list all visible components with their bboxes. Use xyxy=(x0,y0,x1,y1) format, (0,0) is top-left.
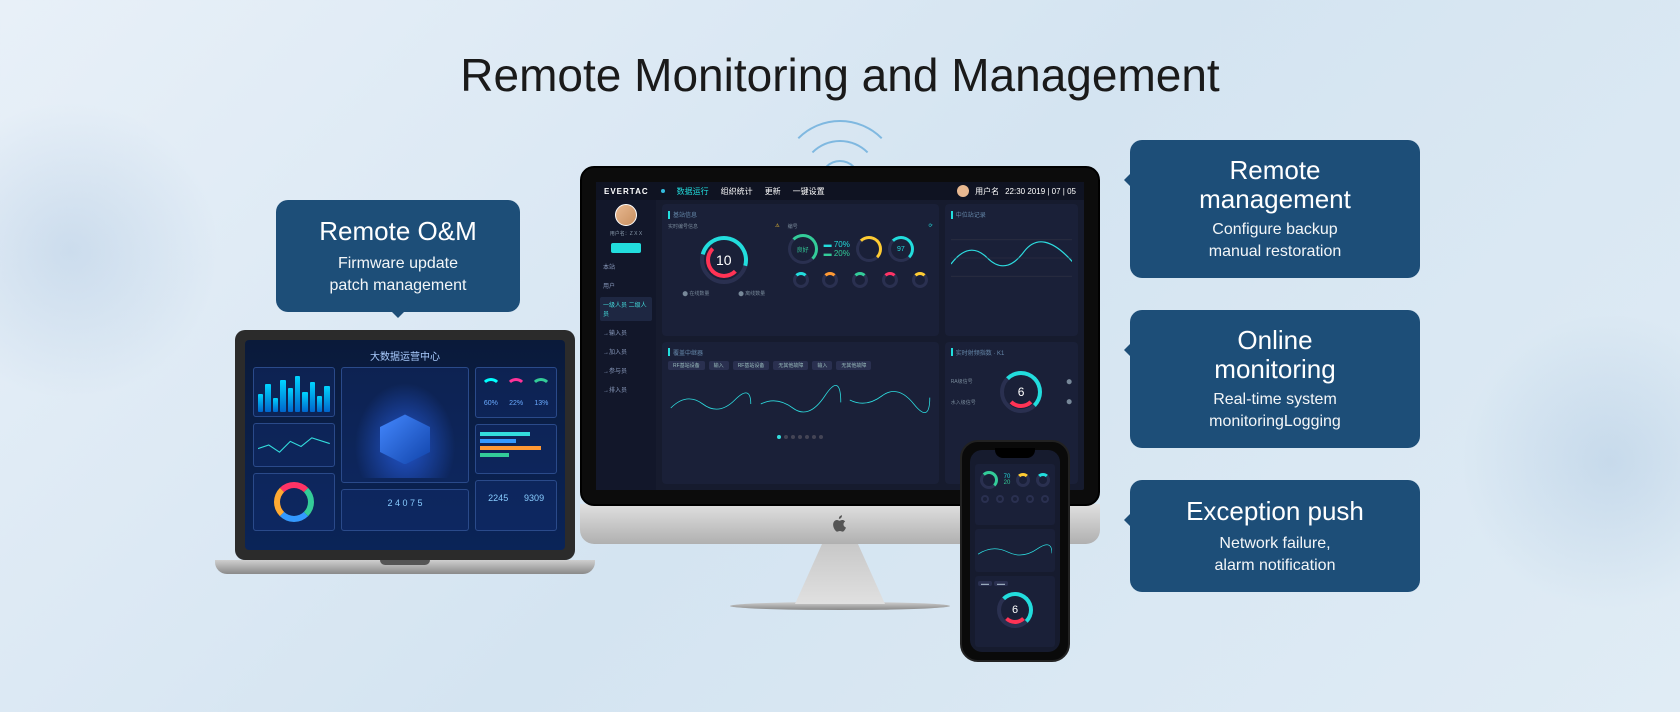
laptop-bar-chart xyxy=(253,367,335,417)
callout-title: Onlinemonitoring xyxy=(1154,326,1396,383)
laptop-line-chart xyxy=(253,423,335,467)
panel-title: 中位站记录 xyxy=(951,210,1072,219)
panel-title: 覆盖中继器 xyxy=(668,348,933,357)
nav-item[interactable]: 一键设置 xyxy=(793,186,825,197)
user-avatar-icon[interactable] xyxy=(957,185,969,197)
panel-repeater: 覆盖中继器 RF基站设备 输入 RF基站设备 无其他故障 输入 无其他故障 xyxy=(662,342,939,484)
tab-button[interactable]: 输入 xyxy=(812,361,832,370)
iphone-gauge: 6 xyxy=(997,592,1033,628)
laptop-center-viz xyxy=(341,367,469,483)
callout-title: Remotemanagement xyxy=(1154,156,1396,213)
callout-remote-management: Remotemanagement Configure backup manual… xyxy=(1130,140,1420,278)
callout-exception-push: Exception push Network failure, alarm no… xyxy=(1130,480,1420,592)
sidebar-username: 用户名：Z X X xyxy=(610,230,643,237)
tab-button[interactable]: RF基站设备 xyxy=(668,361,705,370)
tab-button[interactable]: RF基站设备 xyxy=(733,361,770,370)
panel-title: 基站信息 xyxy=(668,210,933,219)
header-user: 用户名 xyxy=(975,186,999,197)
iphone-panel-top: 7020 xyxy=(975,464,1055,525)
sidebar-avatar[interactable] xyxy=(615,204,637,226)
dashboard-sidebar: 用户名：Z X X 本站 用户 一级人员 二级人员 →输入员 →加入员 →参与员… xyxy=(596,182,656,490)
nav-item[interactable]: 数据运行 xyxy=(677,186,709,197)
sidebar-item[interactable]: →排入员 xyxy=(600,382,652,397)
callout-sub: Network failure, alarm notification xyxy=(1154,533,1396,576)
sidebar-item[interactable]: 用户 xyxy=(600,278,652,293)
pager-dots[interactable] xyxy=(668,435,933,439)
panel-title: 实时射频指数 · K1 xyxy=(951,348,1072,357)
tab-button[interactable]: 输入 xyxy=(709,361,729,370)
brand-logo: EVERTAC xyxy=(604,187,649,196)
laptop-list-panel xyxy=(475,424,557,475)
callout-sub: Configure backup manual restoration xyxy=(1154,219,1396,262)
rf-gauge: 6 xyxy=(1000,371,1042,413)
callout-title: Remote O&M xyxy=(300,216,496,247)
nav-item[interactable]: 更新 xyxy=(765,186,781,197)
laptop-counter: 2 4 0 7 5 xyxy=(341,489,469,531)
laptop-pct-panel: 60% 22% 13% xyxy=(475,367,557,418)
callout-online-monitoring: Onlinemonitoring Real-time system monito… xyxy=(1130,310,1420,448)
callout-sub: Real-time system monitoringLogging xyxy=(1154,389,1396,432)
sidebar-item[interactable]: 本站 xyxy=(600,259,652,274)
sidebar-item[interactable]: →输入员 xyxy=(600,325,652,340)
tab-button[interactable]: 无其他故障 xyxy=(836,361,871,370)
iphone-panel-line xyxy=(975,529,1055,572)
tab-button[interactable]: 无其他故障 xyxy=(773,361,808,370)
iphone-panel-gauge: ▬▬ ▬▬ 6 xyxy=(975,576,1055,647)
sidebar-item[interactable]: →参与员 xyxy=(600,363,652,378)
sidebar-badge[interactable] xyxy=(611,243,641,253)
nav-item[interactable]: 组织统计 xyxy=(721,186,753,197)
sidebar-item[interactable]: →加入员 xyxy=(600,344,652,359)
laptop-donut-chart xyxy=(253,473,335,531)
page-title: Remote Monitoring and Management xyxy=(0,48,1680,102)
laptop-kpi-panel: 2245 9309 xyxy=(475,480,557,531)
callout-sub: Firmware update patch management xyxy=(300,253,496,296)
apple-logo-icon xyxy=(832,515,848,533)
sidebar-item[interactable]: 一级人员 二级人员 xyxy=(600,297,652,321)
refresh-icon[interactable]: ⟳ xyxy=(928,223,932,230)
main-gauge: 10 xyxy=(700,236,748,284)
laptop-device: 大数据运营中心 xyxy=(225,330,585,610)
laptop-title: 大数据运营中心 xyxy=(253,348,557,363)
iphone-device: 7020 ▬▬ ▬▬ 6 xyxy=(960,440,1070,662)
callout-remote-om: Remote O&M Firmware update patch managem… xyxy=(276,200,520,312)
iphone-dashboard: 7020 ▬▬ ▬▬ 6 xyxy=(970,450,1060,652)
panel-base-station: 基站信息 实时编号信息 ⚠ xyxy=(662,204,939,336)
header-date: 22:30 2019 | 07 | 05 xyxy=(1005,187,1076,196)
laptop-dashboard: 大数据运营中心 xyxy=(245,340,565,550)
callout-title: Exception push xyxy=(1154,496,1396,527)
dashboard-header: EVERTAC 数据运行 组织统计 更新 一键设置 用户名 22:30 2019… xyxy=(596,182,1084,200)
panel-record: 中位站记录 xyxy=(945,204,1078,336)
